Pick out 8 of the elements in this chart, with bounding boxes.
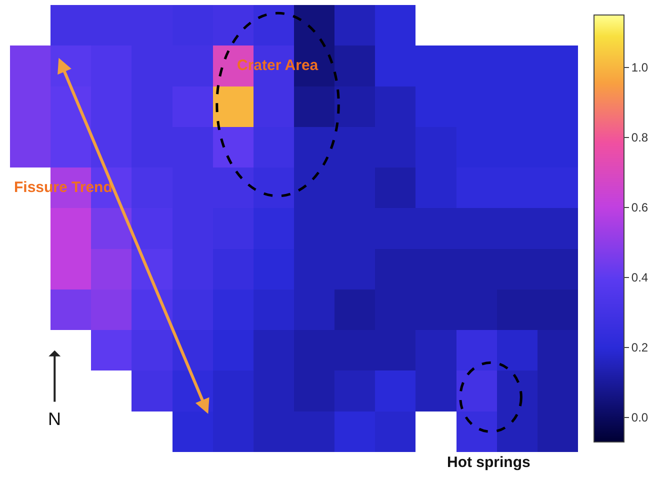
color-bar-label: 0.6 [631,200,648,215]
color-bar-label: 1.0 [631,60,648,75]
color-bar-label: 0.4 [631,270,648,285]
color-bar-label: 0.8 [631,130,648,145]
color-bar-label: 0.0 [631,410,648,425]
annotation: N [48,409,61,429]
color-bar-label: 0.2 [631,340,648,355]
text: Hot springs [447,454,530,471]
